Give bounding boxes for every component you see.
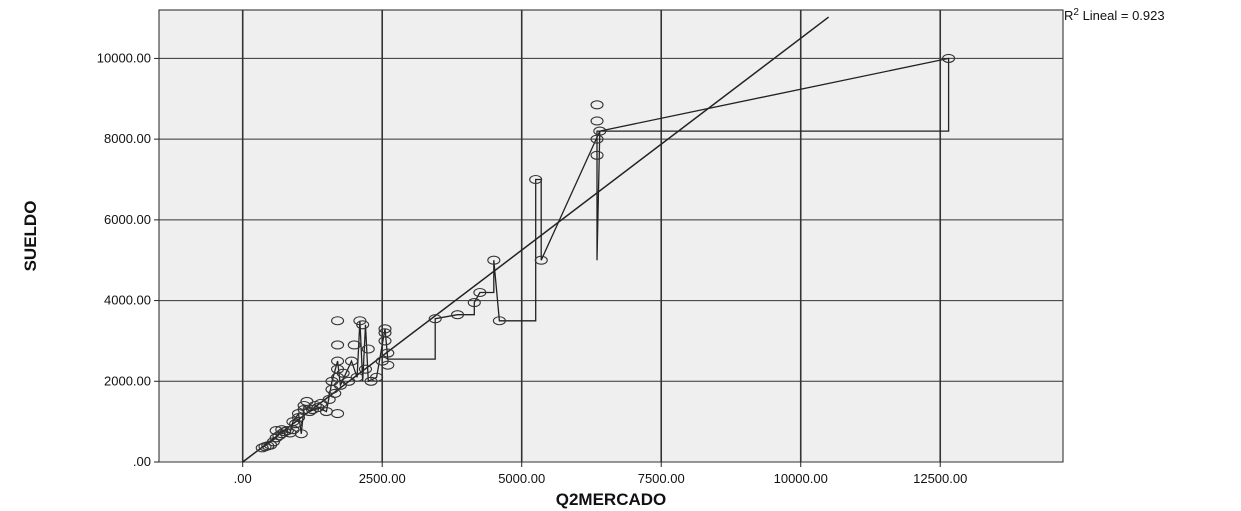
x-tick-label: 12500.00 <box>913 471 967 486</box>
x-axis-title: Q2MERCADO <box>556 490 667 509</box>
data-point <box>356 320 370 330</box>
data-point <box>381 360 395 370</box>
data-point <box>331 340 345 350</box>
x-tick-label: .00 <box>234 471 252 486</box>
y-tick-label: 10000.00 <box>97 50 151 65</box>
data-point <box>942 53 956 63</box>
y-tick-label: .00 <box>133 454 151 469</box>
data-point <box>378 324 392 334</box>
r2-annotation: R2 Lineal = 0.923 <box>1064 7 1165 23</box>
data-point <box>331 356 345 366</box>
data-point <box>350 372 364 382</box>
data-point <box>344 356 359 366</box>
data-point <box>473 287 487 298</box>
data-point <box>289 419 303 429</box>
data-point <box>347 340 361 350</box>
x-tick-label: 2500.00 <box>359 471 406 486</box>
data-point <box>534 255 548 265</box>
x-tick-label: 7500.00 <box>638 471 685 486</box>
data-point <box>278 427 292 437</box>
data-point <box>381 348 395 358</box>
data-point <box>378 328 392 338</box>
data-point <box>280 425 294 436</box>
data-point <box>467 298 481 308</box>
data-point <box>593 126 607 136</box>
data-point <box>361 344 375 354</box>
data-point <box>487 255 501 265</box>
data-point <box>291 413 306 423</box>
grid-lines <box>159 10 1063 463</box>
y-tick-label: 2000.00 <box>104 373 151 388</box>
data-point <box>492 316 506 326</box>
data-layer <box>242 16 956 463</box>
y-axis-title: SUELDO <box>21 201 40 272</box>
data-point <box>370 372 384 382</box>
data-point <box>336 368 350 378</box>
data-point <box>331 316 345 326</box>
fit-line <box>242 16 830 463</box>
data-point <box>450 310 465 320</box>
y-tick-label: 6000.00 <box>104 212 151 227</box>
y-tick-label: 8000.00 <box>104 131 151 146</box>
data-point <box>331 409 345 419</box>
plot-area <box>158 9 1064 463</box>
data-point <box>529 174 543 185</box>
data-point <box>590 116 604 126</box>
data-point <box>590 150 604 160</box>
y-tick-label: 4000.00 <box>104 293 151 308</box>
x-tick-label: 5000.00 <box>498 471 545 486</box>
axis-ticks: .00 2500.00 5000.00 7500.00 10000.00 12500.00… <box>97 50 968 486</box>
data-point <box>590 100 604 110</box>
data-point <box>358 364 373 374</box>
data-point <box>328 388 342 398</box>
data-point <box>353 316 367 326</box>
x-tick-label: 10000.00 <box>774 471 828 486</box>
data-point <box>294 429 308 439</box>
data-point <box>428 314 442 324</box>
